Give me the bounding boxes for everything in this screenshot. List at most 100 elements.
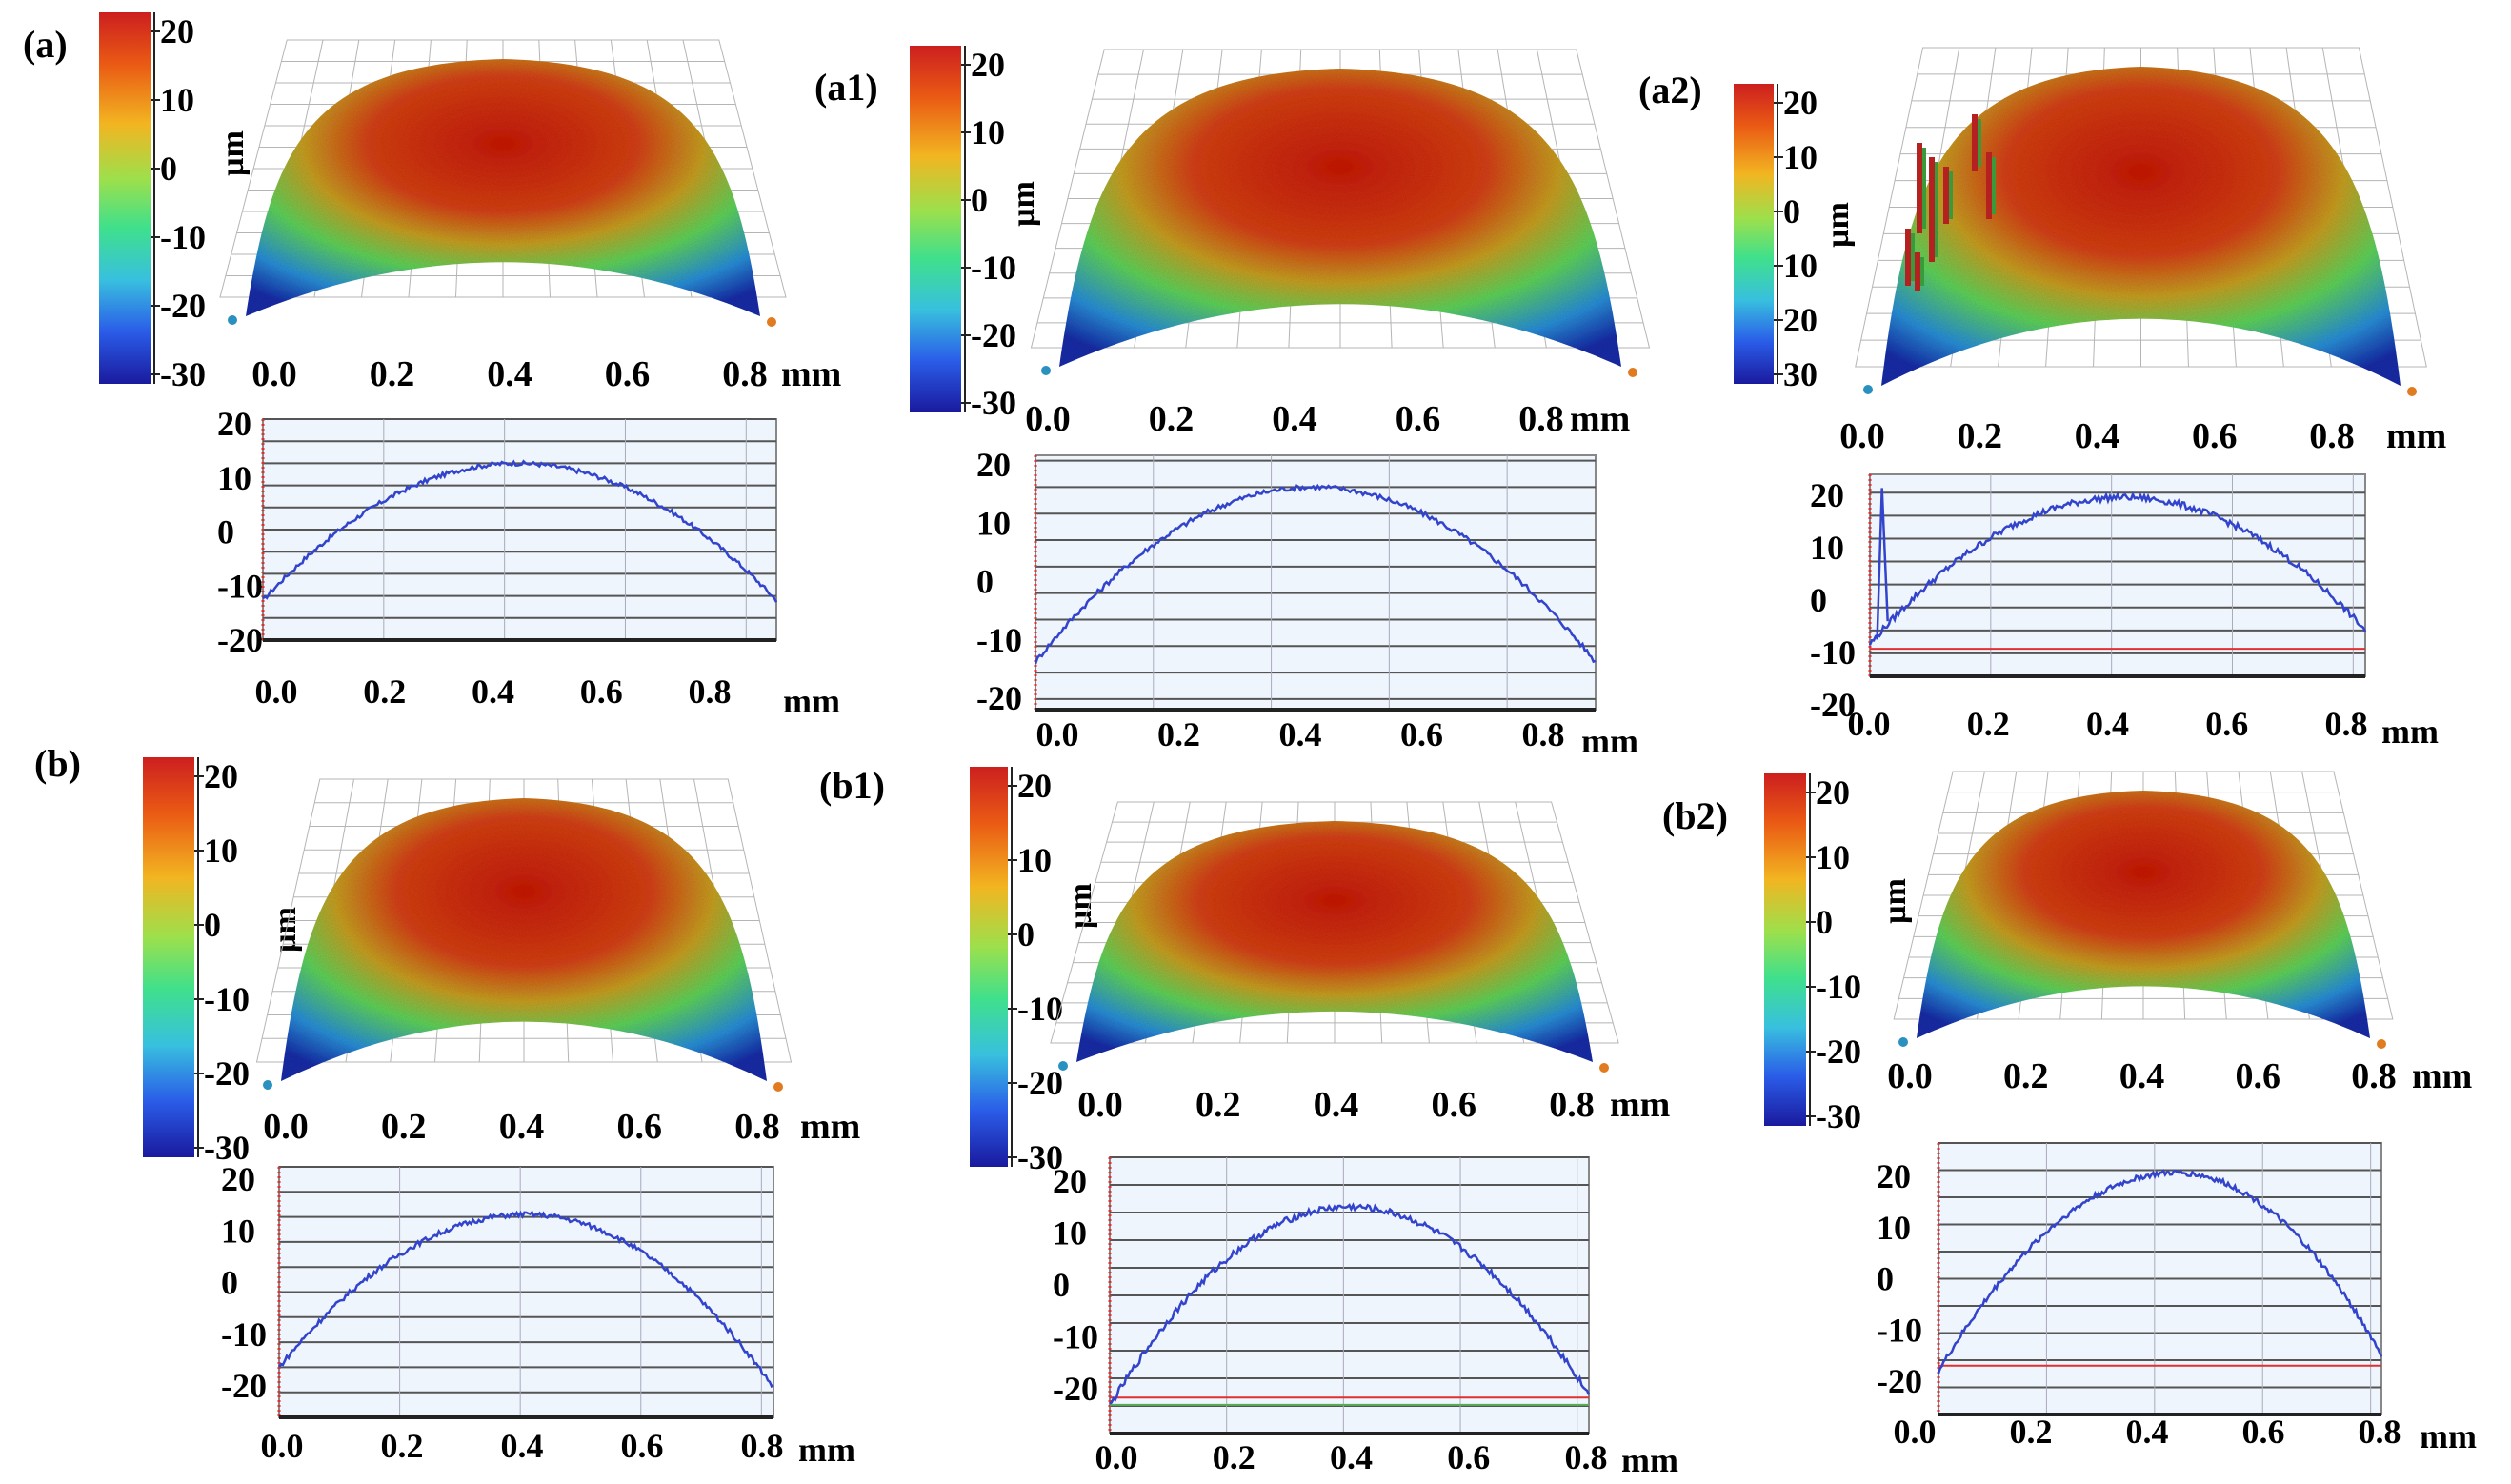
x-tick-label: 0.6: [2236, 1056, 2281, 1096]
x-unit-label: mm: [2420, 1417, 2477, 1455]
profile-line: [1937, 1168, 2383, 1374]
x-tick-label: 0.4: [2086, 705, 2129, 743]
colorbar: [143, 757, 194, 1157]
colorbar-tick-label: -10: [204, 980, 250, 1018]
x-tick-label: 0.8: [1549, 1085, 1595, 1125]
colorbar-tick-label: 0: [160, 150, 177, 188]
colorbar-tick-label: 20: [1017, 767, 1052, 805]
colorbar-tick-label: 10: [1017, 841, 1052, 879]
panel-label: (b): [34, 742, 81, 785]
colorbar-tick-label: 20: [1816, 773, 1850, 812]
x-tick-label: 0.0: [251, 354, 297, 394]
y-tick-label: 10: [1877, 1209, 1911, 1247]
colorbar-tick-label: -20: [204, 1054, 250, 1093]
dome-surface: [1881, 67, 2401, 386]
y-tick-label: -20: [1053, 1370, 1098, 1408]
x-tick-label: 0.0: [1839, 416, 1885, 456]
dome-surface: [1076, 821, 1593, 1062]
colorbar-tick-label: 20: [160, 12, 194, 50]
axis-marker-icon: [1628, 368, 1637, 377]
colorbar-tick-label: -10: [971, 249, 1016, 287]
x-tick-label: 0.0: [1894, 1413, 1937, 1451]
colorbar-tick-label: 10: [160, 81, 194, 119]
colorbar-tick-label: -10: [1017, 990, 1063, 1028]
x-tick-label: 0.6: [1432, 1085, 1477, 1125]
profile-line: [277, 1210, 774, 1389]
y-tick-label: -10: [976, 621, 1022, 659]
y-tick-label: 0: [976, 563, 994, 601]
profile-plot-b1-profile: 20 10 0 -10 -20 0.0 0.2 0.4 0.6 0.8 mm: [1053, 1156, 1678, 1479]
colorbar-tick-label: -30: [160, 355, 206, 393]
spike: [1911, 233, 1915, 281]
panel-label: (a): [23, 23, 68, 66]
y-tick-label: 0: [217, 513, 234, 551]
x-tick-label: 0.2: [1213, 1438, 1256, 1476]
surface-plot-a2: 20 10 0 10 20 30 (a2) µm 0.0 0.2 0.4 0.6 0.8 mm: [1638, 47, 2446, 456]
x-unit-label: mm: [798, 1431, 855, 1469]
y-tick-label: 20: [217, 405, 251, 443]
z-unit-label: µm: [1878, 878, 1913, 924]
x-tick-label: 0.4: [1314, 1085, 1359, 1125]
y-tick-label: 0: [1877, 1260, 1894, 1298]
colorbar: [970, 767, 1008, 1167]
profile-spike: [1876, 488, 1889, 640]
spike: [1917, 143, 1922, 233]
spike: [1905, 229, 1911, 286]
axis-marker-icon: [773, 1082, 783, 1092]
profile-plot-a2-profile: 20 10 0 -10 -200.0 0.2 0.4 0.6 0.8 mm: [1810, 473, 2439, 751]
profile-plot-a1-profile: 20 10 0 -10 -20 0.0 0.2 0.4 0.6 0.8 mm: [976, 446, 1638, 760]
y-tick-label: 10: [221, 1212, 255, 1250]
x-tick-label: 0.2: [1967, 705, 2010, 743]
colorbar-tick-label: -20: [1017, 1064, 1063, 1102]
x-tick-label: 0.0: [255, 672, 298, 711]
colorbar-tick-label: -30: [971, 384, 1016, 422]
z-unit-label: µm: [1006, 181, 1041, 227]
x-tick-label: 0.0: [1887, 1056, 1933, 1096]
dome-surface: [1917, 791, 2370, 1038]
x-tick-label: 0.4: [2119, 1056, 2165, 1096]
y-tick-label: 10: [1053, 1214, 1087, 1253]
x-tick-label: 0.0: [263, 1107, 309, 1147]
y-tick-label: -20: [1810, 686, 1856, 724]
surface-plot-b2: 20 10 0 -10 -20 -30 (b2) µm 0.0 0.2 0.4 0.6 0.8 mm: [1662, 771, 2472, 1135]
x-tick-label: 0.0: [1848, 705, 1891, 743]
x-tick-label: 0.2: [1958, 416, 2003, 456]
y-tick-label: 0: [1810, 581, 1827, 619]
colorbar-tick-label: -10: [1816, 968, 1861, 1006]
x-tick-label: 0.4: [472, 672, 514, 711]
colorbar-tick-label: 0: [1816, 903, 1833, 941]
spike: [1978, 119, 1981, 167]
x-tick-label: 0.8: [741, 1427, 784, 1465]
y-tick-label: 0: [1053, 1266, 1070, 1304]
x-tick-label: 0.2: [2003, 1056, 2049, 1096]
colorbar-tick-label: 20: [204, 757, 238, 795]
x-tick-label: 0.6: [2192, 416, 2238, 456]
x-tick-label: 0.8: [1518, 399, 1564, 439]
spike: [1986, 152, 1992, 219]
x-tick-label: 0.0: [261, 1427, 304, 1465]
colorbar-tick-label: 0: [1017, 915, 1035, 953]
x-tick-label: 0.8: [2351, 1056, 2397, 1096]
colorbar-tick-label: -20: [1816, 1033, 1861, 1071]
spike: [1929, 157, 1935, 262]
y-tick-label: -10: [1053, 1318, 1098, 1356]
y-tick-label: 20: [221, 1160, 255, 1198]
x-tick-label: 0.6: [2242, 1413, 2285, 1451]
y-tick-label: -20: [221, 1367, 267, 1405]
spike: [1972, 114, 1978, 171]
y-tick-label: 20: [1053, 1162, 1087, 1200]
axis-marker-icon: [767, 317, 776, 327]
axis-marker-icon: [2377, 1039, 2386, 1049]
z-unit-label: µm: [1820, 202, 1856, 248]
x-unit-label: mm: [2412, 1056, 2472, 1096]
x-tick-label: 0.6: [1400, 715, 1443, 753]
profile-plot-a-profile: 20 10 0 -10 -20 0.0 0.2 0.4 0.6 0.8 mm: [217, 405, 840, 720]
y-tick-label: 0: [221, 1264, 238, 1302]
x-tick-label: 0.0: [1077, 1085, 1123, 1125]
colorbar-tick-label: -10: [160, 218, 206, 256]
surface-plot-a1: 20 10 0 -10 -20 -30 (a1) µm 0.0 0.2 0.4 0.6 0.8 mm: [814, 46, 1651, 439]
x-tick-label: 0.8: [2309, 416, 2355, 456]
y-tick-label: 20: [976, 446, 1011, 484]
panel-label: (b1): [819, 764, 885, 807]
